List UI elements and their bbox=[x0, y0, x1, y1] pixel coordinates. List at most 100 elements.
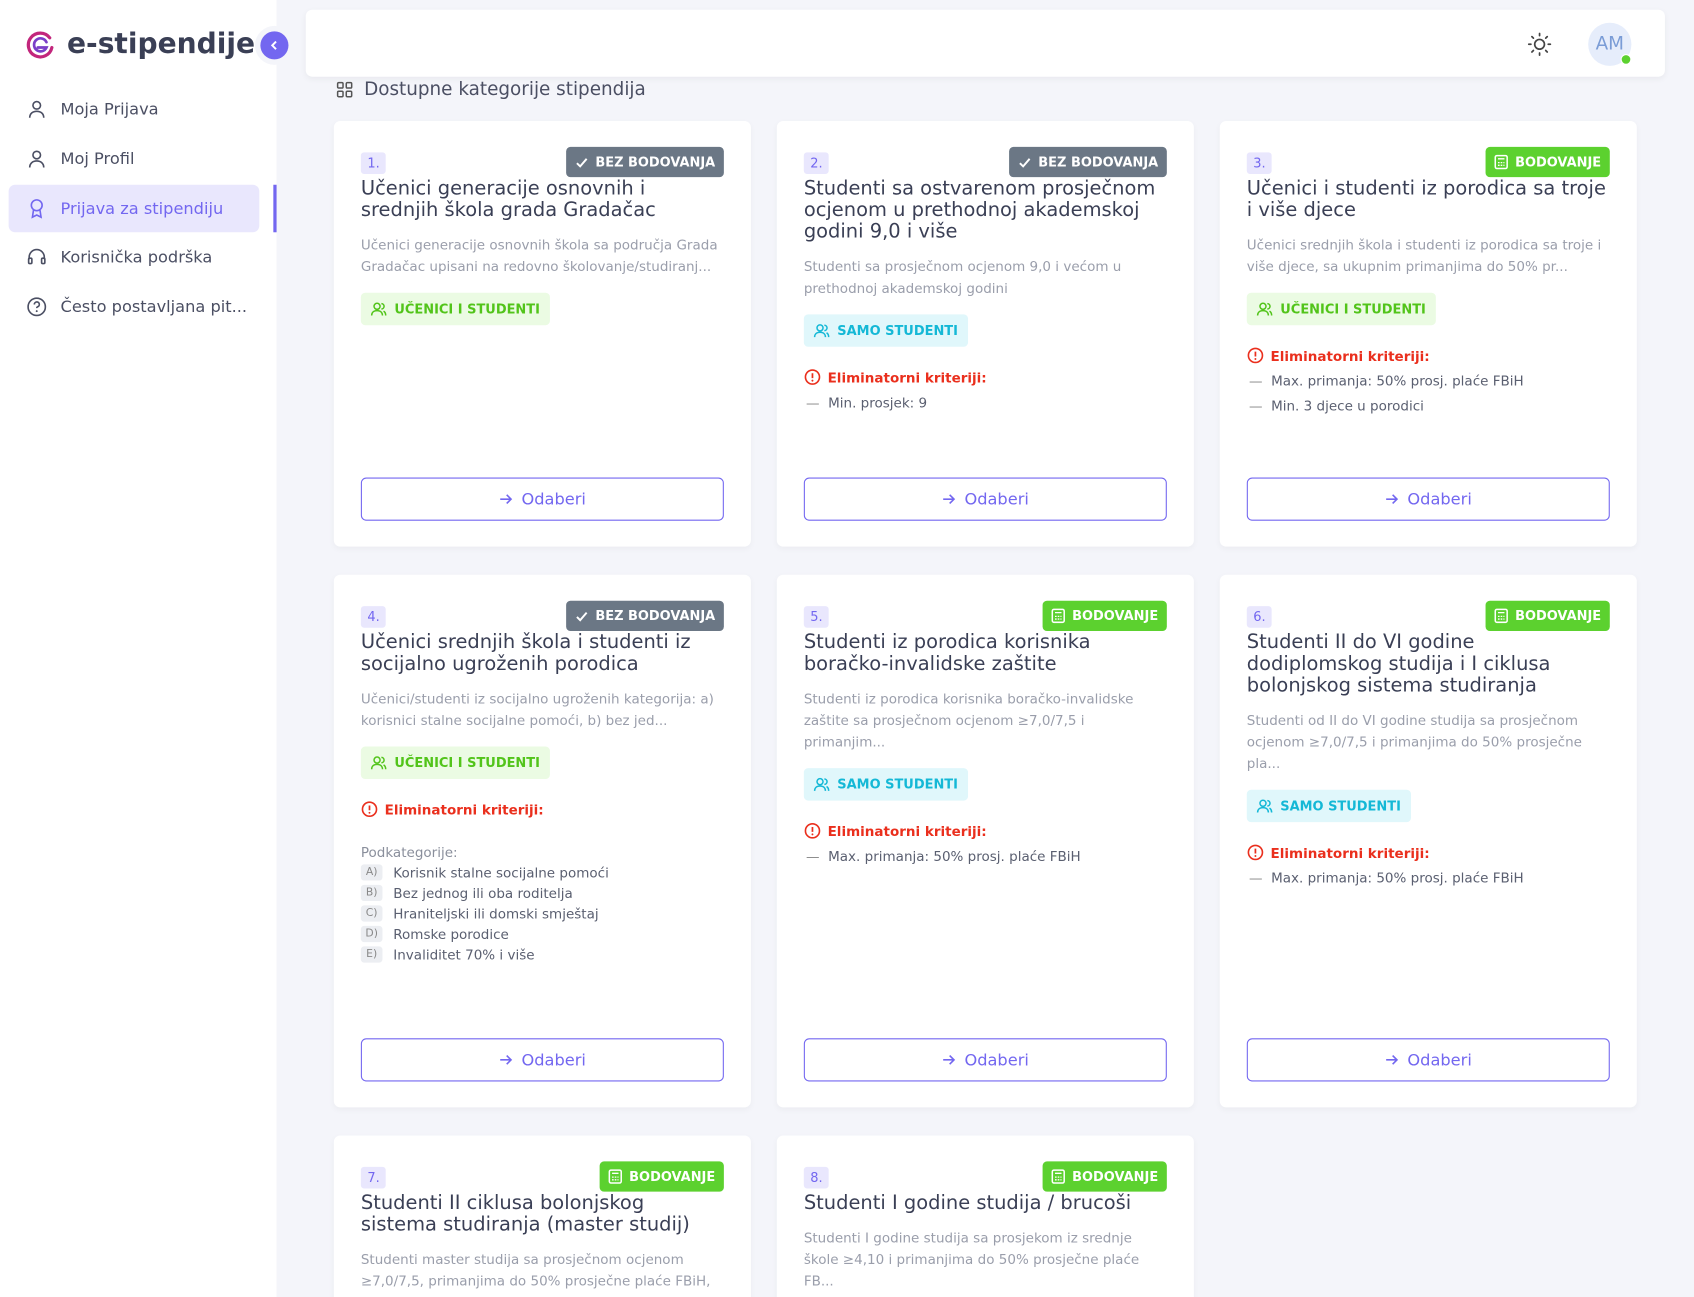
card-badge: BODOVANJE bbox=[1042, 600, 1167, 631]
audience-tag: SAMO STUDENTI bbox=[803, 768, 968, 801]
criteria-dash: — bbox=[1248, 869, 1263, 886]
card-badge: BEZ BODOVANJA bbox=[1009, 146, 1167, 178]
card-number: 8. bbox=[803, 1166, 830, 1189]
tag-label: UČENICI I STUDENTI bbox=[394, 301, 540, 317]
subcategory-text: Korisnik stalne socijalne pomoći bbox=[393, 864, 609, 881]
section-title: Dostupne kategorije stipendija bbox=[364, 78, 646, 101]
criteria-label: Eliminatorni kriteriji: bbox=[804, 368, 1167, 385]
scholarship-card: 4. BEZ BODOVANJA Učenici srednjih škola i … bbox=[333, 574, 751, 1108]
criteria-dash: — bbox=[1248, 397, 1263, 414]
nav-item[interactable]: Moj Profil bbox=[9, 135, 260, 183]
badge-label: BODOVANJE bbox=[1515, 608, 1602, 624]
button-label: Odaberi bbox=[521, 1050, 586, 1070]
card-description: Studenti iz porodica korisnika boračko-i… bbox=[803, 690, 1134, 750]
card-number: 2. bbox=[803, 152, 830, 174]
card-number: 6. bbox=[1246, 606, 1273, 628]
nav-label: Često postavljana pit... bbox=[60, 297, 248, 317]
card-title: Učenici i studenti iz porodica sa troje … bbox=[1246, 177, 1606, 222]
audience-tag: UČENICI I STUDENTI bbox=[360, 746, 550, 779]
brand-name: e-stipendije bbox=[66, 28, 256, 61]
subcategory-letter: A) bbox=[360, 864, 383, 881]
card-description: Studenti I godine studija sa prosjekom i… bbox=[803, 1229, 1140, 1289]
criteria-item: — Max. primanja: 50% prosj. plaće FBiH bbox=[806, 848, 1167, 864]
active-indicator bbox=[273, 184, 277, 233]
criteria-text: Min. prosjek: 9 bbox=[828, 394, 928, 411]
card-badge: BODOVANJE bbox=[1485, 146, 1610, 178]
select-button[interactable]: Odaberi bbox=[360, 1038, 724, 1082]
subcategory: E) Invaliditet 70% i više bbox=[360, 946, 724, 963]
card-title: Studenti I godine studija / brucoši bbox=[803, 1191, 1132, 1215]
criteria-item: — Min. 3 djece u porodici bbox=[1249, 398, 1610, 414]
card-badge: BODOVANJE bbox=[1042, 1161, 1167, 1192]
criteria-text: Eliminatorni kriteriji: bbox=[384, 801, 544, 818]
badge-label: BODOVANJE bbox=[1072, 608, 1159, 624]
nav-label: Prijava za stipendiju bbox=[60, 198, 224, 218]
criteria-text: Max. primanja: 50% prosj. plaće FBiH bbox=[1271, 372, 1524, 389]
theme-toggle[interactable] bbox=[1527, 31, 1553, 57]
nav-item[interactable]: Moja Prijava bbox=[9, 85, 260, 133]
nav-item[interactable]: Često postavljana pit... bbox=[9, 283, 260, 331]
criteria-text: Eliminatorni kriteriji: bbox=[827, 368, 987, 386]
audience-tag: UČENICI I STUDENTI bbox=[360, 292, 550, 326]
select-button[interactable]: Odaberi bbox=[803, 1038, 1167, 1082]
criteria-text: Eliminatorni kriteriji: bbox=[1270, 844, 1430, 861]
subcategories-label: Podkategorije: bbox=[360, 843, 458, 860]
card-number: 1. bbox=[360, 152, 387, 174]
card-number: 4. bbox=[360, 606, 387, 628]
criteria-text: Eliminatorni kriteriji: bbox=[1270, 347, 1430, 364]
card-title: Studenti iz porodica korisnika boračko-i… bbox=[803, 630, 1091, 676]
subcategory: D) Romske porodice bbox=[360, 925, 724, 943]
collapse-button[interactable] bbox=[260, 31, 289, 60]
select-button[interactable]: Odaberi bbox=[1246, 1038, 1610, 1082]
card-description: Studenti master studija sa prosječnom oc… bbox=[360, 1251, 711, 1289]
button-label: Odaberi bbox=[521, 489, 586, 509]
tag-label: UČENICI I STUDENTI bbox=[1280, 301, 1426, 317]
nav-label: Korisnička podrška bbox=[60, 247, 213, 268]
badge-label: BEZ BODOVANJA bbox=[595, 154, 716, 170]
audience-tag: UČENICI I STUDENTI bbox=[1246, 292, 1436, 326]
badge-label: BEZ BODOVANJA bbox=[1038, 154, 1159, 170]
select-button[interactable]: Odaberi bbox=[360, 477, 724, 521]
criteria-dash: — bbox=[1248, 372, 1263, 389]
sidebar: e-stipendije Moja Prijava Moj Profil Prija… bbox=[0, 0, 289, 1297]
card-badge: BEZ BODOVANJA bbox=[566, 146, 724, 178]
nav-item[interactable]: Korisnička podrška bbox=[9, 234, 260, 282]
subcategory-text: Invaliditet 70% i više bbox=[393, 946, 535, 963]
tag-label: SAMO STUDENTI bbox=[1280, 798, 1401, 814]
select-button[interactable]: Odaberi bbox=[803, 477, 1167, 521]
criteria-dash: — bbox=[805, 848, 820, 865]
scholarship-card: 1. BEZ BODOVANJA Učenici generacije osnovn… bbox=[333, 121, 751, 547]
criteria-item: — Min. prosjek: 9 bbox=[806, 394, 1167, 410]
card-title: Studenti II ciklusa bolonjskog sistema s… bbox=[360, 1191, 690, 1236]
badge-label: BODOVANJE bbox=[1515, 154, 1602, 170]
button-label: Odaberi bbox=[1407, 1050, 1472, 1070]
criteria-label: Eliminatorni kriteriji: bbox=[1247, 347, 1610, 364]
brand[interactable]: e-stipendije bbox=[26, 28, 256, 61]
card-title: Učenici generacije osnovnih i srednjih š… bbox=[360, 177, 656, 222]
criteria-text: Max. primanja: 50% prosj. plaće FBiH bbox=[1271, 869, 1524, 886]
card-title: Studenti II do VI godine dodiplomskog st… bbox=[1246, 630, 1551, 697]
card-description: Studenti od II do VI godine studija sa p… bbox=[1246, 711, 1582, 772]
subcategory: A) Korisnik stalne socijalne pomoći bbox=[360, 864, 724, 881]
avatar[interactable]: AM bbox=[1588, 22, 1632, 66]
button-label: Odaberi bbox=[964, 1050, 1029, 1070]
subcategory-letter: B) bbox=[360, 884, 383, 902]
card-description: Studenti sa prosječnom ocjenom 9,0 i već… bbox=[803, 258, 1122, 297]
nav-item[interactable]: Prijava za stipendiju bbox=[8, 184, 260, 232]
card-title: Učenici srednjih škola i studenti iz soc… bbox=[360, 630, 691, 676]
scholarship-card: 3. BODOVANJE Učenici i studenti iz porodic… bbox=[1219, 121, 1637, 547]
card-badge: BODOVANJE bbox=[1485, 600, 1610, 631]
criteria-item: — Max. primanja: 50% prosj. plaće FBiH bbox=[1249, 870, 1610, 886]
criteria-label: Eliminatorni kriteriji: bbox=[361, 801, 724, 818]
card-badge: BODOVANJE bbox=[599, 1161, 724, 1192]
subcategory: C) Hraniteljski ili domski smještaj bbox=[360, 905, 724, 922]
criteria-text: Max. primanja: 50% prosj. plaće FBiH bbox=[828, 848, 1081, 865]
badge-label: BEZ BODOVANJA bbox=[595, 608, 716, 624]
scholarship-card: 5. BODOVANJE Studenti iz porodica korisnik… bbox=[776, 574, 1194, 1108]
criteria-text: Min. 3 djece u porodici bbox=[1271, 397, 1424, 414]
criteria-label: Eliminatorni kriteriji: bbox=[804, 822, 1167, 839]
card-description: Učenici/studenti iz socijalno ugroženih … bbox=[360, 690, 714, 729]
select-button[interactable]: Odaberi bbox=[1246, 477, 1610, 521]
card-number: 3. bbox=[1246, 152, 1273, 174]
subcategory-text: Romske porodice bbox=[393, 925, 509, 943]
